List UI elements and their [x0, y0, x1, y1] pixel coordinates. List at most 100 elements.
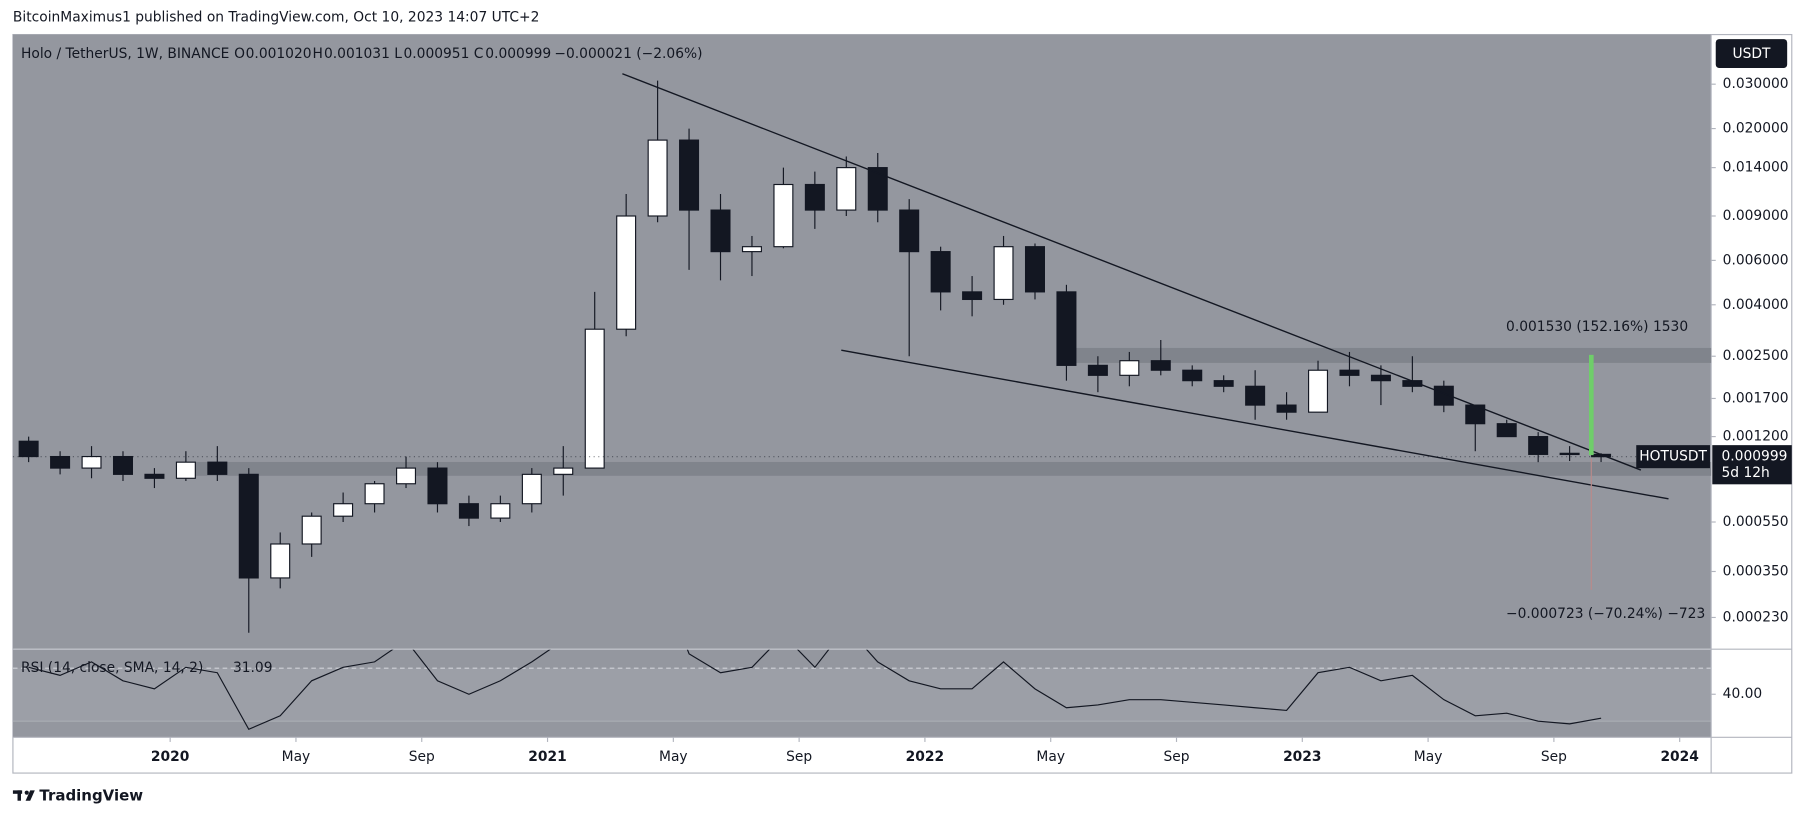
candle-body — [962, 291, 983, 301]
candle-body — [238, 473, 259, 579]
candle-body — [804, 183, 825, 211]
candle-body — [50, 455, 71, 469]
candle-body — [175, 461, 196, 479]
x-tick-label: 2020 — [151, 749, 189, 765]
x-tick-label: Sep — [1541, 749, 1567, 765]
candle-body — [112, 455, 133, 475]
y-tick-label: 0.001200 — [1723, 429, 1789, 445]
candle-body — [207, 461, 228, 475]
rsi-y-tick-label: 40.00 — [1723, 686, 1763, 702]
candle-body — [270, 543, 291, 579]
x-tick-label: 2024 — [1660, 749, 1698, 765]
candle-body — [1087, 364, 1108, 376]
candle-body — [427, 467, 448, 505]
candle-body — [301, 515, 322, 545]
annotation-down: −0.000723 (−70.24%) −723 — [1506, 606, 1705, 622]
candle-body — [1528, 436, 1549, 455]
candle-body — [1370, 374, 1391, 382]
candle-body — [710, 209, 731, 253]
candle-body — [1276, 404, 1297, 413]
x-tick-label: 2021 — [528, 749, 566, 765]
footer-brand: TradingView — [39, 787, 143, 805]
candle-body — [1339, 369, 1360, 376]
y-tick-label: 0.000550 — [1723, 514, 1789, 530]
candle-body — [679, 139, 700, 211]
x-tick-label: May — [659, 749, 688, 765]
legend-c-value: 0.000999 — [485, 46, 551, 62]
symbol-title: Holo / TetherUS, 1W, BINANCE — [21, 46, 229, 62]
candle-body — [993, 246, 1014, 301]
rsi-title: RSI (14, close, SMA, 14, 2) — [21, 660, 203, 676]
candle-body — [1150, 360, 1171, 371]
candle-body — [1024, 246, 1046, 293]
candle-body — [616, 215, 637, 330]
x-tick-label: May — [282, 749, 311, 765]
candle-body — [1308, 369, 1329, 413]
candle-body — [458, 503, 479, 519]
price-tag-countdown: 5d 12h — [1722, 465, 1770, 481]
candle-body — [1559, 452, 1580, 456]
candle-body — [490, 503, 511, 519]
candle-body — [1496, 423, 1517, 438]
x-tick-label: Sep — [409, 749, 435, 765]
candle-body — [647, 139, 668, 217]
y-tick-label: 0.004000 — [1723, 297, 1789, 313]
currency-label[interactable]: USDT — [1732, 46, 1771, 62]
trendline-lower — [841, 349, 1669, 500]
legend-h-value: 0.001031 — [324, 46, 390, 62]
candle-body — [18, 440, 39, 458]
legend-o-value: 0.001020 — [246, 46, 312, 62]
legend-l: L — [394, 46, 402, 62]
rsi-last-value: 31.09 — [233, 660, 273, 676]
legend-h: H — [312, 46, 322, 62]
y-tick-label: 0.030000 — [1723, 76, 1789, 92]
x-tick-label: Sep — [1163, 749, 1189, 765]
y-tick-label: 0.009000 — [1723, 208, 1789, 224]
candle-body — [333, 503, 354, 517]
candle-body — [1213, 380, 1234, 387]
rsi-layer — [28, 649, 1602, 731]
y-tick-label: 0.006000 — [1723, 252, 1789, 268]
candle-body — [396, 467, 417, 485]
plot-area — [12, 34, 1712, 649]
price-tag — [1712, 445, 1792, 485]
candle-body — [867, 167, 888, 211]
trendline-upper — [622, 73, 1642, 471]
x-tick-label: May — [1414, 749, 1443, 765]
rsi-line — [28, 649, 1602, 731]
candle-body — [81, 455, 102, 469]
legend-c: C — [474, 46, 484, 62]
y-tick-label: 0.014000 — [1723, 160, 1789, 176]
candle-body — [364, 483, 385, 505]
candle-body — [144, 473, 165, 479]
candle-body — [836, 167, 857, 211]
x-tick-label: Sep — [786, 749, 812, 765]
tradingview-logo — [12, 790, 35, 801]
resistance-zone — [1060, 347, 1712, 363]
candle-body — [553, 467, 574, 475]
candle-body — [773, 183, 794, 248]
candle-body — [741, 246, 762, 253]
legend-o: O — [234, 46, 245, 62]
candle-body — [584, 328, 605, 469]
y-tick-label: 0.001700 — [1723, 390, 1789, 406]
support-zone — [191, 461, 1712, 476]
legend-change: −0.000021 (−2.06%) — [554, 46, 702, 62]
candle-body — [1056, 291, 1077, 366]
candle-body — [930, 251, 951, 293]
candle-body — [1182, 369, 1203, 382]
ohlc-legend: O 0.001020 H 0.001031 L 0.000951 C 0.000… — [234, 46, 702, 62]
x-tick-label: 2023 — [1283, 749, 1321, 765]
currency-button[interactable] — [1715, 39, 1788, 68]
candle-body — [1245, 385, 1266, 406]
y-tick-label: 0.020000 — [1723, 121, 1789, 137]
publish-info: BitcoinMaximus1 published on TradingView… — [13, 9, 539, 25]
y-tick-label: 0.002500 — [1723, 348, 1789, 364]
legend-l-value: 0.000951 — [403, 46, 469, 62]
y-tick-label: 0.000350 — [1723, 563, 1789, 579]
symbol-tag — [1636, 445, 1710, 469]
price-tag-value: 0.000999 — [1722, 449, 1788, 465]
candle-body — [899, 209, 920, 253]
